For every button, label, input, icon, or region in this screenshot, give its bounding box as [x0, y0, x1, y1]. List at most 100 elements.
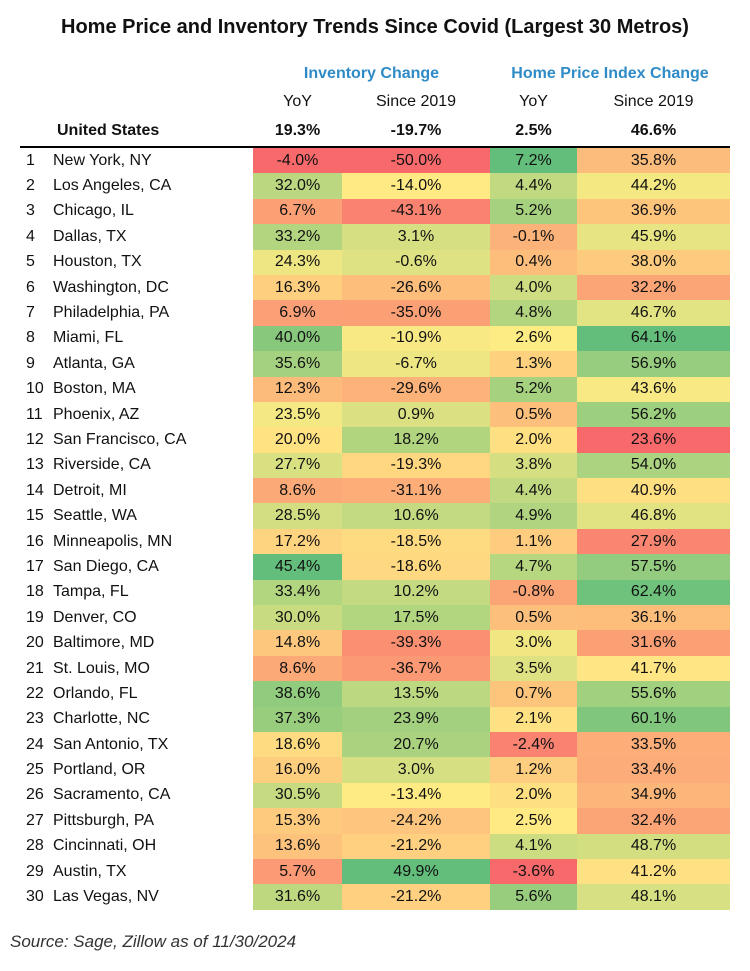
table-row: 1 New York, NY -4.0% -50.0% 7.2% 35.8% [20, 148, 730, 174]
value-cell: 13.6% [253, 833, 342, 859]
value-cell: 0.7% [490, 681, 577, 707]
metro-cell: Detroit, MI [53, 481, 127, 499]
value-cell: 1.3% [490, 351, 577, 377]
value-cell: 23.6% [577, 427, 730, 453]
value-cell: 33.4% [253, 579, 342, 606]
rank-cell: 21 [26, 659, 44, 677]
metro-cell: Pittsburgh, PA [53, 811, 155, 829]
metro-cell: Dallas, TX [53, 227, 127, 245]
value-cell: 45.9% [577, 224, 730, 250]
rank-cell: 10 [26, 380, 44, 398]
value-cell: 7.2% [490, 148, 577, 174]
value-cell: 4.7% [490, 554, 577, 580]
value-cell: 38.6% [253, 681, 342, 707]
value-cell: 40.0% [253, 325, 342, 352]
value-cell: 46.7% [577, 300, 730, 326]
value-cell: -19.3% [342, 452, 490, 479]
value-cell: -13.4% [342, 782, 490, 809]
metro-cell: Tampa, FL [53, 583, 129, 601]
value-cell: -24.2% [342, 808, 490, 834]
rank-cell: 28 [26, 837, 44, 855]
value-cell: 3.5% [490, 655, 577, 682]
table-row: 23 Charlotte, NC 37.3% 23.9% 2.1% 60.1% [20, 706, 730, 732]
rank-cell: 14 [26, 481, 44, 499]
value-cell: -14.0% [342, 173, 490, 199]
value-cell: 18.2% [342, 427, 490, 453]
metro-cell: Cincinnati, OH [53, 837, 157, 855]
value-cell: 36.1% [577, 605, 730, 631]
rank-cell: 2 [26, 177, 35, 195]
rank-cell: 3 [26, 202, 35, 220]
table-row: 11 Phoenix, AZ 23.5% 0.9% 0.5% 56.2% [20, 401, 730, 428]
value-cell: 17.2% [253, 528, 342, 555]
value-cell: 57.5% [577, 554, 730, 580]
value-cell: 28.5% [253, 503, 342, 529]
value-cell: 4.9% [490, 503, 577, 529]
value-cell: 27.9% [577, 528, 730, 555]
value-cell: 41.7% [577, 655, 730, 682]
table-row: 30 Las Vegas, NV 31.6% -21.2% 5.6% 48.1% [20, 884, 730, 910]
value-cell: -18.6% [342, 554, 490, 580]
value-cell: 13.5% [342, 681, 490, 707]
rank-cell: 18 [26, 583, 44, 601]
value-cell: -35.0% [342, 300, 490, 326]
us-value: 2.5% [515, 122, 552, 139]
table-row: 6 Washington, DC 16.3% -26.6% 4.0% 32.2% [20, 274, 730, 301]
value-cell: 0.4% [490, 249, 577, 275]
rank-cell: 30 [26, 888, 44, 906]
value-cell: -29.6% [342, 376, 490, 402]
metro-table: 1 New York, NY -4.0% -50.0% 7.2% 35.8% 2 Los An… [20, 148, 730, 910]
us-value: 19.3% [274, 122, 321, 139]
value-cell: 27.7% [253, 452, 342, 479]
value-cell: 56.2% [577, 401, 730, 428]
value-cell: -39.3% [342, 630, 490, 656]
value-cell: 4.8% [490, 300, 577, 326]
table-row: 22 Orlando, FL 38.6% 13.5% 0.7% 55.6% [20, 681, 730, 707]
page-title: Home Price and Inventory Trends Since Co… [61, 16, 689, 38]
rank-cell: 23 [26, 710, 44, 728]
value-cell: -36.7% [342, 655, 490, 682]
value-cell: -18.5% [342, 528, 490, 555]
rank-cell: 13 [26, 456, 44, 474]
table-row: 25 Portland, OR 16.0% 3.0% 1.2% 33.4% [20, 757, 730, 783]
rank-cell: 7 [26, 304, 35, 322]
rank-cell: 9 [26, 354, 35, 372]
value-cell: 2.6% [490, 325, 577, 352]
table-row: 21 St. Louis, MO 8.6% -36.7% 3.5% 41.7% [20, 655, 730, 682]
value-cell: 5.2% [490, 376, 577, 402]
value-cell: 31.6% [577, 630, 730, 656]
value-cell: 30.0% [253, 605, 342, 631]
table-row: 14 Detroit, MI 8.6% -31.1% 4.4% 40.9% [20, 478, 730, 504]
metro-cell: Seattle, WA [53, 507, 137, 525]
value-cell: 4.0% [490, 274, 577, 301]
value-cell: 33.4% [577, 757, 730, 783]
header-divider [20, 146, 730, 148]
value-cell: 34.9% [577, 782, 730, 809]
value-cell: 48.1% [577, 884, 730, 910]
value-cell: 2.0% [490, 427, 577, 453]
metro-cell: Orlando, FL [53, 684, 138, 702]
rank-cell: 22 [26, 684, 44, 702]
table-row: 17 San Diego, CA 45.4% -18.6% 4.7% 57.5% [20, 554, 730, 580]
value-cell: 33.2% [253, 224, 342, 250]
value-cell: 10.6% [342, 503, 490, 529]
value-cell: 60.1% [577, 706, 730, 732]
value-cell: 4.1% [490, 833, 577, 859]
value-cell: 6.9% [253, 300, 342, 326]
value-cell: 3.1% [342, 224, 490, 250]
value-cell: 15.3% [253, 808, 342, 834]
value-cell: 35.8% [577, 148, 730, 174]
metro-cell: Sacramento, CA [53, 786, 171, 804]
us-value: 46.6% [630, 122, 677, 139]
value-cell: -50.0% [342, 148, 490, 174]
value-cell: 16.0% [253, 757, 342, 783]
rank-cell: 1 [26, 151, 35, 169]
subheader-hpi-2019: Since 2019 [613, 93, 694, 110]
rank-cell: 12 [26, 430, 44, 448]
metro-cell: Riverside, CA [53, 456, 151, 474]
metro-cell: Minneapolis, MN [53, 532, 173, 550]
metro-cell: St. Louis, MO [53, 659, 150, 677]
group-header-inventory: Inventory Change [303, 65, 440, 82]
value-cell: -10.9% [342, 325, 490, 352]
